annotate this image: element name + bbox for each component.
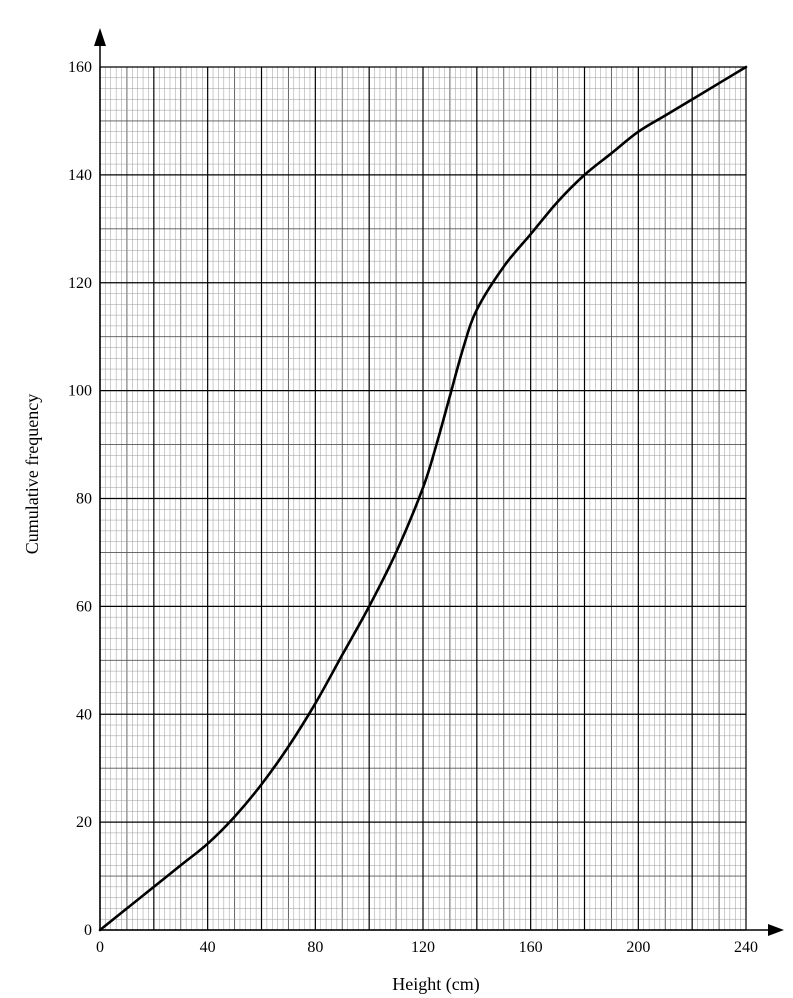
y-axis-arrow-icon xyxy=(94,28,106,46)
major-gridlines xyxy=(99,66,747,931)
y-tick-label: 20 xyxy=(76,814,92,831)
x-tick-labels: 0 40 80 120 160 200 240 xyxy=(96,939,758,956)
y-tick-label: 140 xyxy=(68,167,92,184)
y-tick-label: 60 xyxy=(76,598,92,615)
x-tick-label: 0 xyxy=(96,939,104,956)
x-tick-label: 160 xyxy=(519,939,543,956)
y-tick-label: 0 xyxy=(84,922,92,939)
y-axis-title: Cumulative frequency xyxy=(22,394,42,554)
x-axis-arrow-icon xyxy=(768,924,784,936)
x-tick-label: 120 xyxy=(411,939,435,956)
y-tick-label: 160 xyxy=(68,59,92,76)
x-tick-label: 200 xyxy=(626,939,650,956)
y-tick-label: 120 xyxy=(68,275,92,292)
y-tick-label: 80 xyxy=(76,491,92,508)
y-tick-labels: 0 20 40 60 80 100 120 140 160 xyxy=(68,59,92,939)
x-tick-label: 80 xyxy=(307,939,323,956)
x-tick-label: 40 xyxy=(200,939,216,956)
x-axis-title: Height (cm) xyxy=(392,974,479,995)
cumulative-frequency-curve xyxy=(98,65,748,932)
x-tick-label: 240 xyxy=(734,939,758,956)
y-tick-label: 100 xyxy=(68,383,92,400)
y-tick-label: 40 xyxy=(76,706,92,723)
